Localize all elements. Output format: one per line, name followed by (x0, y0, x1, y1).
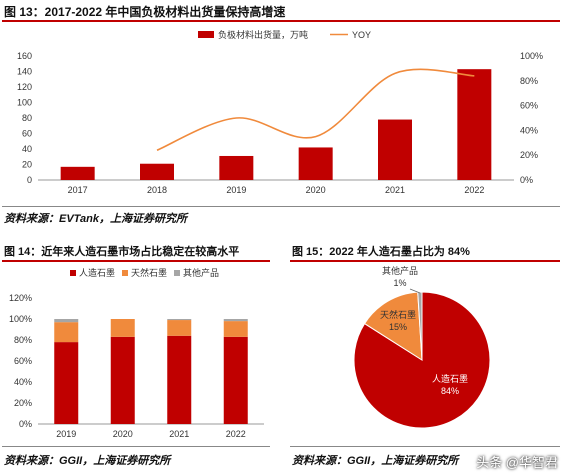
stacked-bar-segment (223, 319, 248, 322)
pie-value-natural: 15% (389, 322, 407, 332)
y-tick-label: 60 (22, 129, 32, 139)
fig14-title: 图 14：近年来人造石墨市场占比稳定在较高水平 (4, 246, 240, 258)
y-tick-label: 120% (9, 293, 32, 303)
x-tick-label: 2022 (226, 429, 246, 439)
legend-swatch (174, 270, 180, 276)
y-tick-label: 0 (27, 175, 32, 185)
x-tick-label: 2020 (113, 429, 133, 439)
y2-tick-label: 0% (520, 175, 533, 185)
fig14-title-rule (2, 260, 270, 262)
bar (60, 166, 95, 180)
fig15-source-rule (290, 446, 560, 447)
y2-tick-label: 20% (520, 150, 538, 160)
fig13-title-rule (2, 20, 560, 22)
x-tick-label: 2019 (226, 185, 246, 195)
fig13-title: 图 13：2017-2022 年中国负极材料出货量保持高增速 (4, 5, 286, 19)
stacked-bar-segment (54, 319, 79, 323)
fig13-chart: 0 20 40 60 80 100 120 140 160 0% 20% 40% 60% 80% 100% 2… (17, 29, 543, 195)
legend-label: 其他产品 (183, 267, 219, 278)
y2-tick-label: 80% (520, 76, 538, 86)
y-tick-label: 120 (17, 82, 32, 92)
bar (219, 155, 254, 180)
y-tick-label: 100 (17, 98, 32, 108)
y-tick-label: 80 (22, 113, 32, 123)
fig14-source-rule (2, 446, 270, 447)
stacked-bar-segment (54, 322, 79, 343)
pie-label-artificial: 人造石墨 (432, 373, 468, 384)
x-tick-label: 2021 (385, 185, 405, 195)
stacked-bar-segment (110, 336, 135, 424)
stacked-bar-segment (167, 320, 192, 336)
legend-swatch-bar (198, 31, 214, 38)
x-tick-label: 2017 (68, 185, 88, 195)
y-tick-label: 40% (14, 377, 32, 387)
watermark: 头条 @华智君 (476, 455, 558, 470)
pie-label-natural: 天然石墨 (380, 309, 416, 320)
y2-tick-label: 60% (520, 101, 538, 111)
y-tick-label: 160 (17, 51, 32, 61)
stacked-bar-segment (54, 342, 79, 424)
fig15-title-rule (290, 260, 560, 262)
y-tick-label: 0% (19, 419, 32, 429)
bar (378, 119, 412, 180)
pie-slice (363, 291, 423, 361)
legend-swatch (122, 270, 128, 276)
legend-label: 人造石墨 (79, 267, 115, 278)
x-tick-label: 2020 (306, 185, 326, 195)
y-tick-label: 80% (14, 335, 32, 345)
stacked-bar-segment (223, 336, 248, 424)
legend-label-line: YOY (352, 30, 371, 40)
bar (140, 163, 174, 180)
fig14-source: 资料来源：GGII，上海证券研究所 (4, 455, 171, 467)
pie-value-artificial: 84% (441, 386, 459, 396)
x-tick-label: 2021 (169, 429, 189, 439)
legend-label-bar: 负极材料出货量，万吨 (218, 29, 308, 40)
stacked-bar-segment (167, 335, 192, 424)
y2-tick-label: 40% (520, 125, 538, 135)
fig13-source-rule (2, 206, 560, 207)
fig13-source: 资料来源：EVTank，上海证券研究所 (4, 213, 187, 225)
legend-swatch (70, 270, 76, 276)
stacked-bar-segment (110, 319, 135, 337)
y-tick-label: 60% (14, 356, 32, 366)
fig14-chart: 0% 20% 40% 60% 80% 100% 120% 2019 2020 2021 2022 人造… (9, 267, 264, 439)
x-tick-label: 2022 (464, 185, 484, 195)
y-tick-label: 140 (17, 67, 32, 77)
y-tick-label: 20 (22, 160, 32, 170)
y-tick-label: 100% (9, 314, 32, 324)
y2-tick-label: 100% (520, 51, 543, 61)
y-tick-label: 40 (22, 144, 32, 154)
stacked-bar-segment (223, 321, 248, 337)
y-tick-label: 20% (14, 398, 32, 408)
pie-label-other: 其他产品 (382, 265, 418, 276)
x-tick-label: 2019 (56, 429, 76, 439)
fig15-chart: 人造石墨 84% 天然石墨 15% 其他产品 1% (353, 265, 491, 429)
fig15-title: 图 15：2022 年人造石墨占比为 84% (292, 246, 470, 258)
legend-label: 天然石墨 (131, 267, 167, 278)
x-tick-label: 2018 (147, 185, 167, 195)
yoy-line (156, 68, 475, 151)
bar (457, 69, 492, 180)
bar (298, 147, 333, 180)
stacked-bar-segment (167, 319, 192, 321)
fig15-source: 资料来源：GGII，上海证券研究所 (292, 455, 459, 467)
pie-leader-line (409, 288, 421, 294)
pie-value-other: 1% (393, 278, 406, 288)
